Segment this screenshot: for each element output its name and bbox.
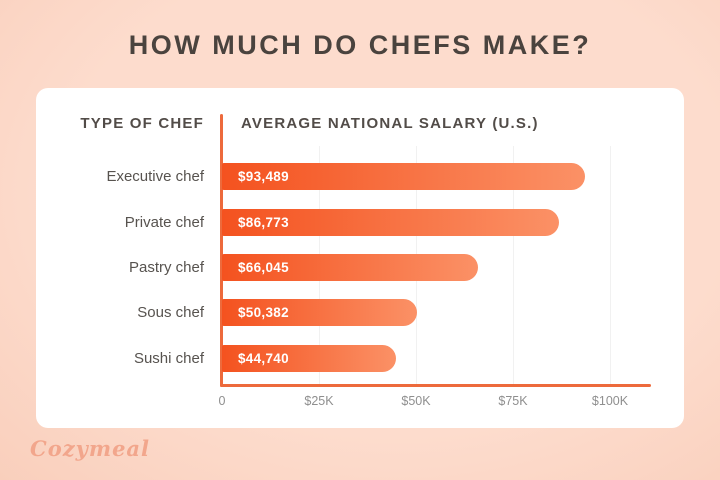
bar-sous-chef: $50,382 — [222, 299, 418, 327]
tick-50k: $50K — [401, 394, 431, 408]
gridline-100k — [610, 146, 611, 385]
chart-row-executive-chef: Executive chef $93,489 — [36, 154, 684, 199]
y-axis-line — [220, 114, 223, 387]
tick-0: 0 — [218, 394, 226, 408]
chart-row-pastry-chef: Pastry chef $66,045 — [36, 245, 684, 290]
page-title: HOW MUCH DO CHEFS MAKE? — [128, 30, 592, 60]
row-label: Executive chef — [106, 168, 204, 186]
bar-pastry-chef: $66,045 — [222, 253, 479, 281]
chart-rows: Executive chef $93,489 Private chef $86,… — [36, 154, 684, 381]
column-header-average-salary: AVERAGE NATIONAL SALARY (U.S.) — [241, 114, 539, 132]
chart-row-sushi-chef: Sushi chef $44,740 — [36, 336, 684, 381]
x-axis-line — [220, 384, 651, 387]
bar-sushi-chef: $44,740 — [222, 344, 396, 372]
bar-executive-chef: $93,489 — [222, 163, 585, 191]
x-axis-ticks: 0 $25K $50K $75K $100K — [218, 394, 629, 410]
chart-card: TYPE OF CHEF AVERAGE NATIONAL SALARY (U.… — [36, 88, 684, 428]
row-label: Private chef — [124, 213, 204, 231]
tick-75k: $75K — [498, 394, 528, 408]
tick-25k: $25K — [304, 394, 334, 408]
column-header-type-of-chef: TYPE OF CHEF — [80, 114, 204, 132]
bar-track: $66,045 — [222, 253, 610, 281]
chart-row-private-chef: Private chef $86,773 — [36, 199, 684, 244]
bar-track: $44,740 — [222, 344, 610, 372]
row-label: Sushi chef — [133, 349, 204, 367]
cozymeal-logo: Cozymeal — [30, 436, 151, 461]
bar-track: $50,382 — [222, 299, 610, 327]
row-label: Pastry chef — [128, 258, 204, 276]
gridline-75k — [513, 146, 514, 385]
bar-track: $86,773 — [222, 208, 610, 236]
tick-100k: $100K — [591, 394, 629, 408]
row-label: Sous chef — [137, 304, 204, 322]
table-header: TYPE OF CHEF AVERAGE NATIONAL SALARY (U.… — [36, 112, 684, 134]
bar-track: $93,489 — [222, 163, 610, 191]
chart-row-sous-chef: Sous chef $50,382 — [36, 290, 684, 335]
bar-private-chef: $86,773 — [222, 208, 559, 236]
